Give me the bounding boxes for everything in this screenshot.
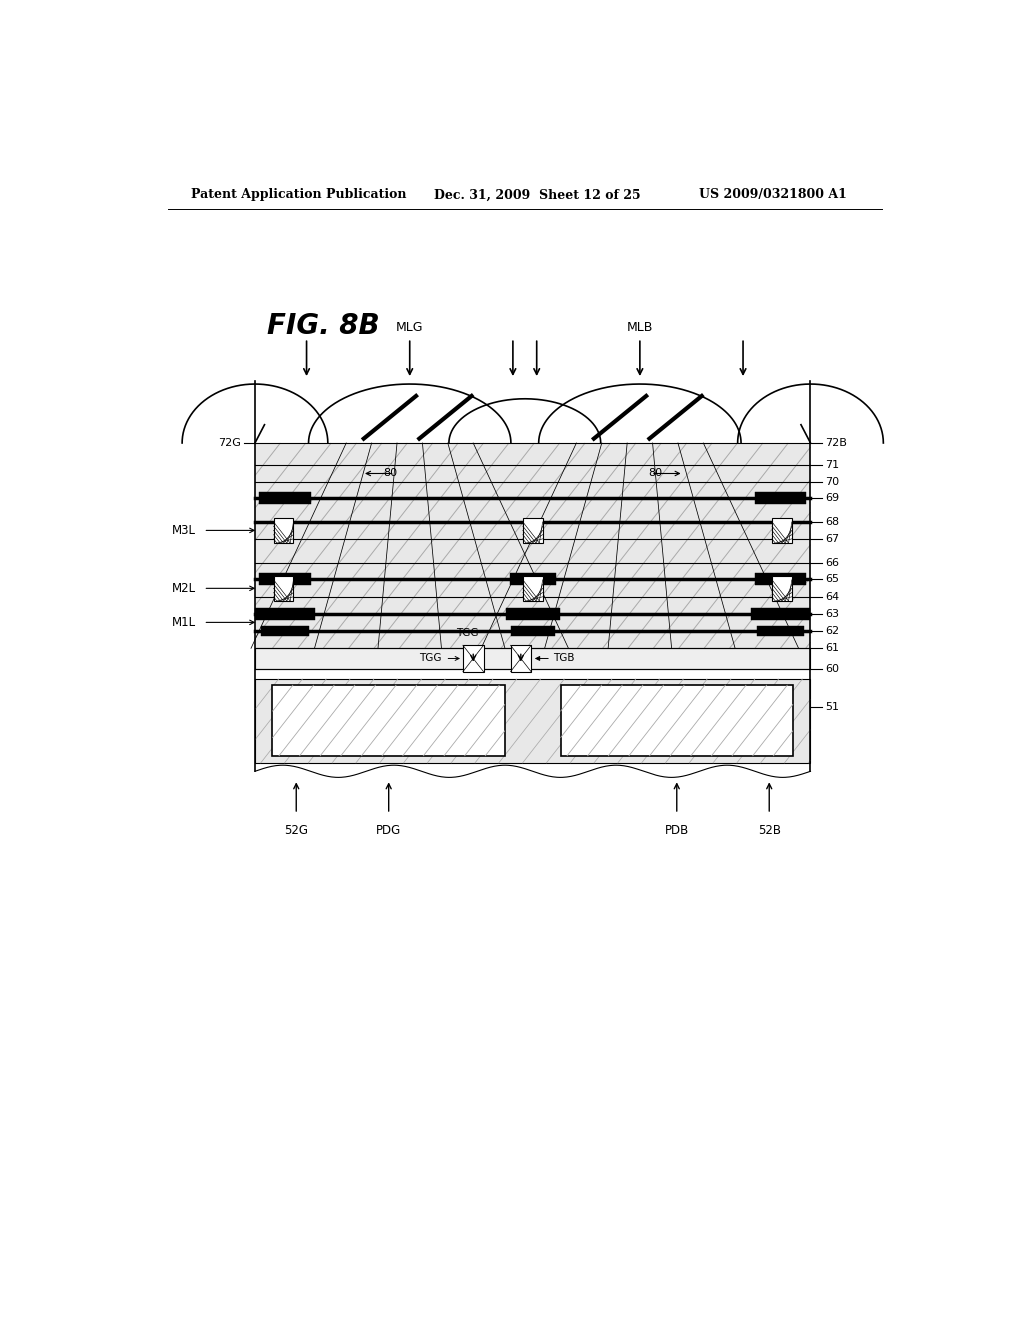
Bar <box>506 607 560 620</box>
Text: US 2009/0321800 A1: US 2009/0321800 A1 <box>699 189 847 202</box>
Bar <box>523 576 543 601</box>
Text: PDB: PDB <box>665 824 689 837</box>
Bar <box>755 492 806 504</box>
Text: 65: 65 <box>824 574 839 585</box>
Text: 61: 61 <box>824 643 839 653</box>
Text: 70: 70 <box>824 477 839 487</box>
Text: Patent Application Publication: Patent Application Publication <box>191 189 407 202</box>
Text: 66: 66 <box>824 558 839 568</box>
Bar <box>757 626 804 636</box>
Bar <box>772 576 792 601</box>
Text: TGG: TGG <box>419 653 441 664</box>
Bar <box>273 576 294 601</box>
Bar <box>272 685 505 756</box>
Bar <box>463 645 483 672</box>
Text: 72B: 72B <box>824 438 847 447</box>
Text: M1L: M1L <box>172 616 196 628</box>
Bar <box>255 678 811 763</box>
Text: 68: 68 <box>824 517 839 527</box>
Bar <box>255 648 811 669</box>
Text: 51: 51 <box>824 702 839 713</box>
Text: 67: 67 <box>824 533 839 544</box>
Text: Dec. 31, 2009  Sheet 12 of 25: Dec. 31, 2009 Sheet 12 of 25 <box>433 189 640 202</box>
Bar <box>259 492 311 504</box>
Bar <box>511 626 555 636</box>
Bar <box>510 573 556 585</box>
Bar <box>560 685 793 756</box>
Bar <box>523 517 543 543</box>
Text: M3L: M3L <box>172 524 196 537</box>
Text: 71: 71 <box>824 461 839 470</box>
Text: 72G: 72G <box>218 438 241 447</box>
Bar <box>772 517 792 543</box>
Text: 64: 64 <box>824 593 839 602</box>
Text: FIG. 8B: FIG. 8B <box>267 312 380 341</box>
Text: 60: 60 <box>824 664 839 673</box>
Text: 80: 80 <box>384 469 397 478</box>
Bar <box>259 573 311 585</box>
Text: MLG: MLG <box>396 321 424 334</box>
Bar <box>255 444 811 648</box>
Text: 62: 62 <box>824 626 839 636</box>
Bar <box>261 626 309 636</box>
Text: 52G: 52G <box>285 824 308 837</box>
Bar <box>755 573 806 585</box>
Text: M2L: M2L <box>172 582 196 595</box>
Text: PDG: PDG <box>376 824 401 837</box>
Text: MLB: MLB <box>627 321 653 334</box>
Bar <box>255 607 315 620</box>
Text: 63: 63 <box>824 609 839 619</box>
Bar <box>751 607 810 620</box>
Text: TGB: TGB <box>553 653 574 664</box>
Text: 52B: 52B <box>758 824 780 837</box>
Text: 69: 69 <box>824 492 839 503</box>
Bar <box>511 645 531 672</box>
Text: 80: 80 <box>648 469 662 478</box>
Text: TGG: TGG <box>456 628 478 638</box>
Bar <box>273 517 294 543</box>
